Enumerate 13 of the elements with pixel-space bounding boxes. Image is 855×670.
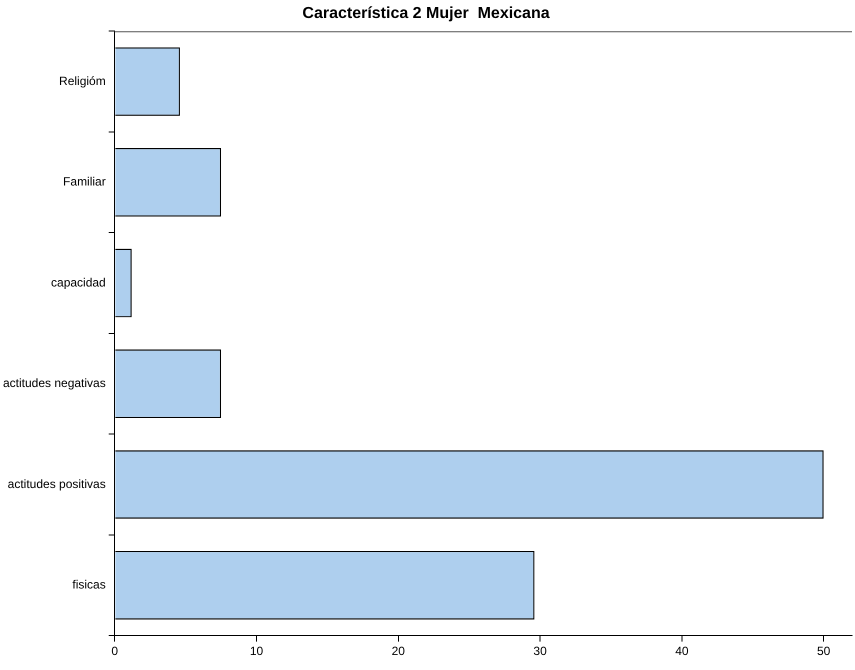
x-tick-label: 50 bbox=[816, 644, 831, 658]
chart-title: Característica 2 Mujer Mexicana bbox=[302, 5, 550, 22]
x-tick-label: 30 bbox=[533, 644, 548, 658]
x-tick-label: 10 bbox=[250, 644, 264, 658]
x-tick-label: 40 bbox=[675, 644, 689, 658]
x-tick-label: 20 bbox=[392, 644, 406, 658]
y-tick-label: actitudes positivas bbox=[8, 476, 106, 491]
x-tick-label: 0 bbox=[111, 644, 118, 658]
y-tick-label: capacidad bbox=[51, 275, 106, 290]
y-tick-label: fisicas bbox=[72, 578, 106, 592]
y-tick-label: Religióm bbox=[59, 74, 106, 88]
y-tick-label: Familiar bbox=[63, 174, 106, 189]
y-tick-label: actitudes negativas bbox=[3, 376, 106, 390]
